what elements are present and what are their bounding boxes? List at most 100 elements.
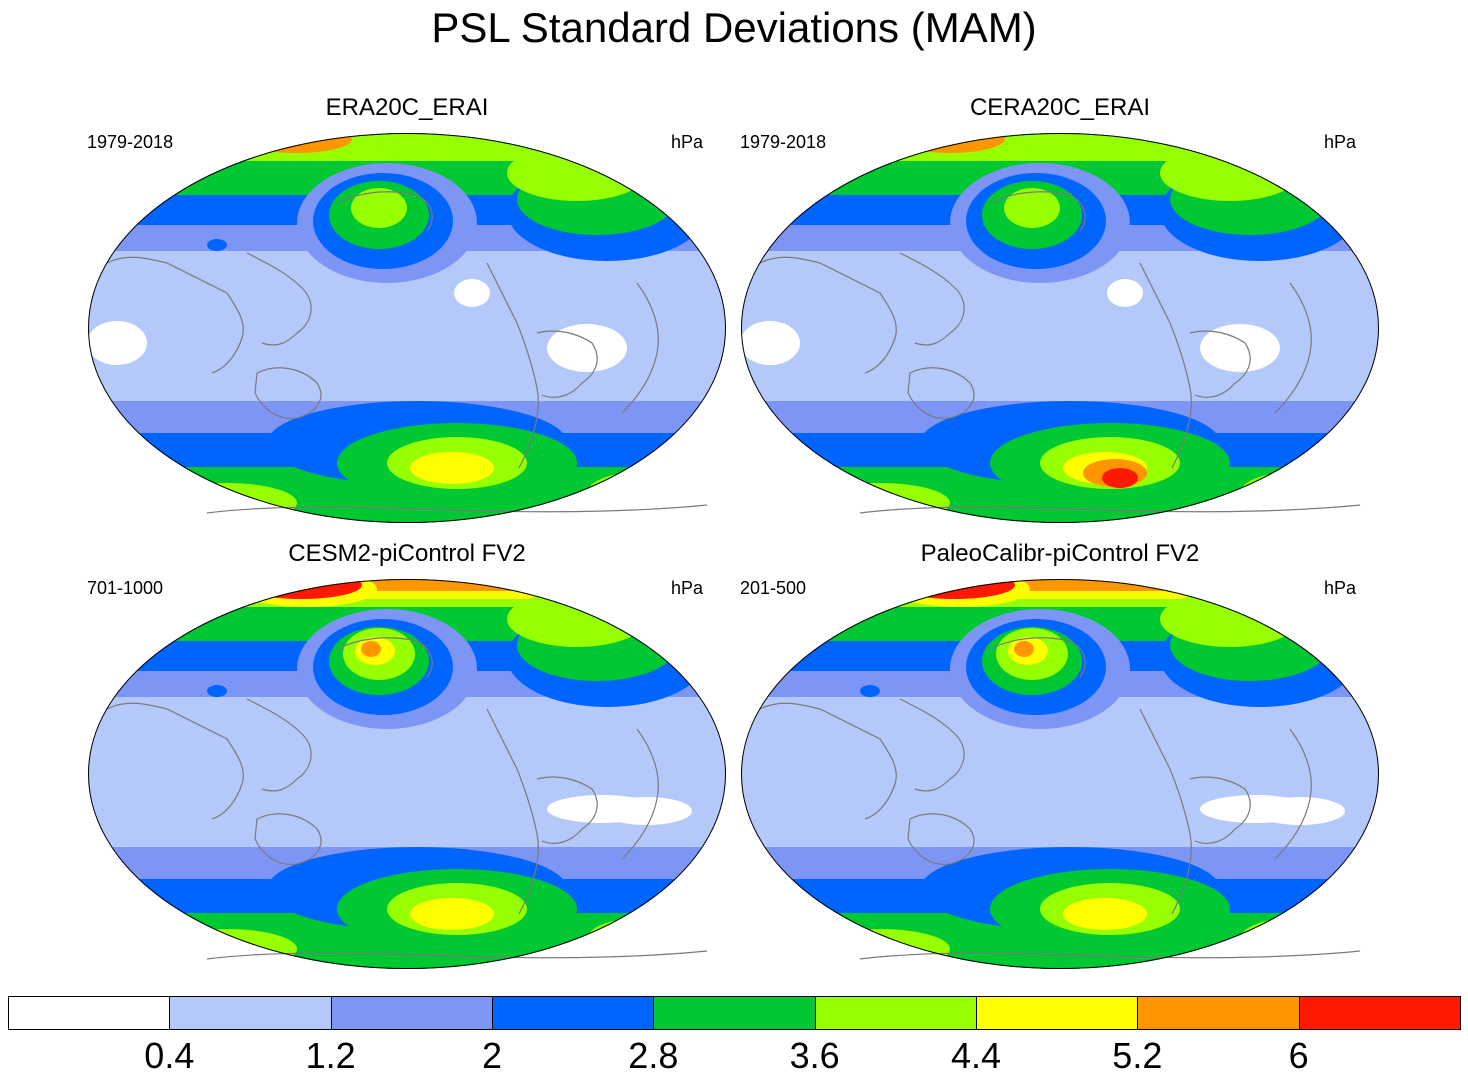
contour-region xyxy=(410,898,494,930)
coastline xyxy=(246,252,312,346)
world-map xyxy=(88,579,726,969)
coastline xyxy=(989,191,1086,232)
contour-region xyxy=(207,239,227,251)
contour-region xyxy=(1004,188,1060,228)
coastline xyxy=(106,702,244,820)
contour-region xyxy=(1160,145,1300,201)
contour-field xyxy=(88,579,726,969)
coastline xyxy=(1189,330,1251,398)
contour-region xyxy=(1240,471,1360,515)
figure-title: PSL Standard Deviations (MAM) xyxy=(431,4,1037,51)
coastline xyxy=(106,256,244,374)
coastline xyxy=(206,504,708,514)
coastlines xyxy=(759,191,1361,514)
contour-region xyxy=(1160,591,1300,647)
colorbar-tick-label: 2.8 xyxy=(628,1035,679,1076)
contour-region xyxy=(1063,898,1147,930)
colorbar-tick-label: 6 xyxy=(1288,1035,1309,1076)
world-map xyxy=(88,133,726,523)
coastline xyxy=(621,728,659,860)
coastline xyxy=(859,950,1361,960)
coastline xyxy=(907,367,975,420)
coastline xyxy=(536,330,598,398)
coastline xyxy=(246,698,312,792)
panel-title: PaleoCalibr-piControl FV2 xyxy=(920,540,1200,567)
panel-period-label: 1979-2018 xyxy=(740,132,827,152)
coastline xyxy=(536,776,598,844)
contour-region xyxy=(361,641,381,657)
colorbar-box xyxy=(976,996,1139,1030)
contour-region xyxy=(1240,917,1360,961)
coastline xyxy=(254,813,322,866)
panel-period-label: 1979-2018 xyxy=(87,132,174,152)
map-outline xyxy=(741,133,1379,523)
coastline xyxy=(1274,728,1312,860)
coastline xyxy=(1274,282,1312,414)
coastline xyxy=(1139,708,1192,915)
coastline xyxy=(336,191,433,232)
map-outline xyxy=(88,133,726,523)
colorbar-box xyxy=(330,996,493,1030)
panel-units-label: hPa xyxy=(1323,132,1356,152)
colorbar-tick-label: 5.2 xyxy=(1112,1035,1163,1076)
contour-region xyxy=(1255,797,1345,825)
map-outline xyxy=(741,579,1379,969)
coastline xyxy=(759,256,897,374)
contour-region xyxy=(587,917,707,961)
colorbar-tick-label: 1.2 xyxy=(305,1035,356,1076)
contour-region xyxy=(547,324,627,372)
world-map xyxy=(741,133,1379,523)
colorbar xyxy=(8,996,1461,1030)
coastline xyxy=(859,504,1361,514)
map-panel-cesm2: CESM2-piControl FV2 701-1000 hPa xyxy=(87,539,727,969)
contour-region xyxy=(410,452,494,484)
contour-field xyxy=(88,133,726,523)
coastline xyxy=(1189,776,1251,844)
coastline xyxy=(486,262,539,469)
contour-region xyxy=(88,321,147,365)
coastlines xyxy=(106,637,708,960)
coastline xyxy=(1139,262,1192,469)
panel-title: CERA20C_ERAI xyxy=(969,94,1151,121)
coastline xyxy=(989,637,1086,678)
colorbar-box xyxy=(8,996,171,1030)
colorbar-tick-label: 0.4 xyxy=(144,1035,195,1076)
contour-region xyxy=(587,471,707,515)
contour-band-north-polar-max xyxy=(741,579,1379,591)
coastline xyxy=(336,637,433,678)
contour-band-north-polar xyxy=(88,133,726,161)
contour-region xyxy=(207,685,227,697)
colorbar-box xyxy=(1137,996,1300,1030)
contour-region xyxy=(454,279,490,307)
contour-band-north-polar xyxy=(741,133,1379,161)
colorbar-box xyxy=(1298,996,1461,1030)
coastline xyxy=(907,813,975,866)
panel-period-label: 201-500 xyxy=(740,578,807,598)
map-panel-paleo: PaleoCalibr-piControl FV2 201-500 hPa xyxy=(740,539,1380,969)
contour-region xyxy=(507,145,647,201)
colorbar-box xyxy=(492,996,655,1030)
coastline xyxy=(206,950,708,960)
colorbar-tick-label: 2 xyxy=(481,1035,503,1076)
contour-region xyxy=(1102,468,1138,488)
contour-field xyxy=(741,133,1379,523)
contour-field xyxy=(741,579,1379,969)
contour-band-north-polar-max xyxy=(88,579,726,591)
contour-region xyxy=(507,591,647,647)
panel-title: CESM2-piControl FV2 xyxy=(288,540,526,567)
coastline xyxy=(899,252,965,346)
panel-title: ERA20C_ERAI xyxy=(325,94,489,121)
colorbar-tick-label: 4.4 xyxy=(950,1035,1002,1076)
contour-region xyxy=(1107,279,1143,307)
map-panel-era20c: ERA20C_ERAI 1979-2018 hPa xyxy=(87,93,727,523)
coastlines xyxy=(106,191,708,514)
panel-period-label: 701-1000 xyxy=(87,578,164,598)
colorbar-box xyxy=(653,996,816,1030)
world-map xyxy=(741,579,1379,969)
contour-region xyxy=(1200,324,1280,372)
panel-units-label: hPa xyxy=(670,132,703,152)
contour-region xyxy=(602,797,692,825)
colorbar-box xyxy=(814,996,977,1030)
map-outline xyxy=(88,579,726,969)
map-panel-cera20c: CERA20C_ERAI 1979-2018 hPa xyxy=(740,93,1380,523)
